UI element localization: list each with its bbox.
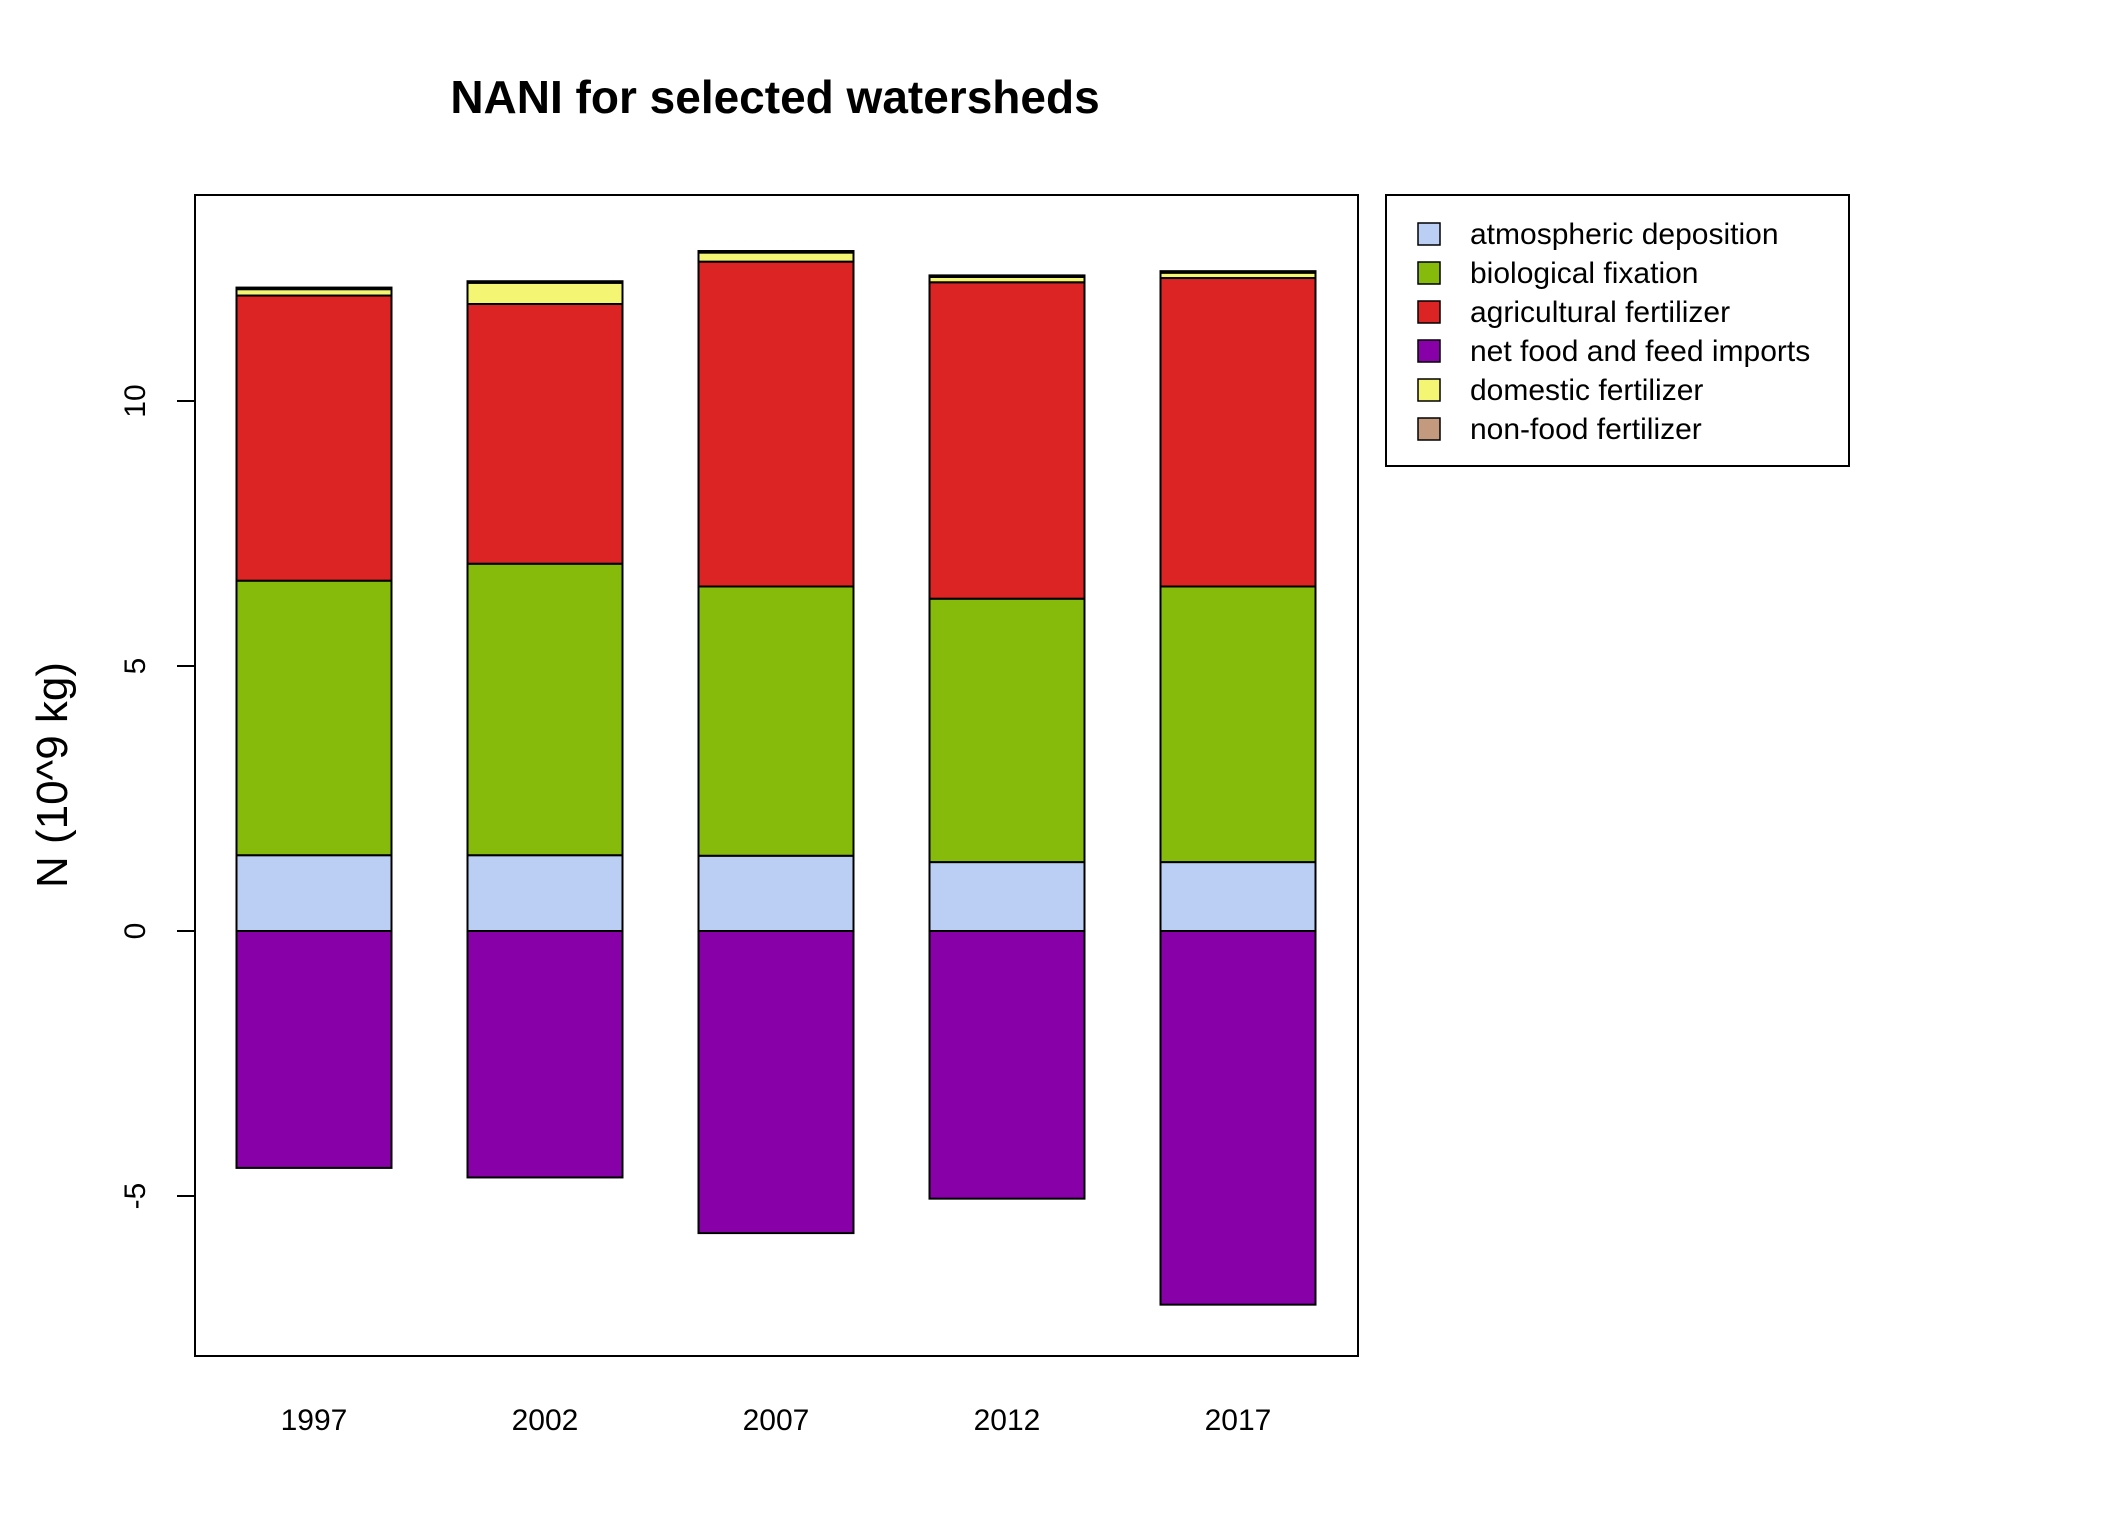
y-axis-label: N (10^9 kg) (28, 662, 77, 888)
bar-1997-atmospheric-deposition (235, 854, 393, 933)
x-tick-label-1997: 1997 (281, 1404, 348, 1437)
legend-label-agricultural-fertilizer: agricultural fertilizer (1470, 296, 1730, 329)
y-tick-label-5: 5 (119, 658, 152, 675)
x-tick-label-2002: 2002 (512, 1404, 579, 1437)
y-tick-label--5: -5 (119, 1183, 152, 1210)
y-axis: -5 0 5 10 (119, 384, 196, 1210)
bar-1997-non-food-fertilizer (235, 286, 393, 291)
x-tick-label-2007: 2007 (743, 1404, 810, 1437)
bar-2002-non-food-fertilizer (466, 280, 624, 284)
bar-2007-biological-fixation (697, 585, 855, 857)
bar-2002-domestic-fertilizer (466, 281, 624, 306)
bar-2007-domestic-fertilizer (697, 251, 855, 263)
bar-2002-net-food-and-feed-imports (466, 930, 624, 1179)
bar-2007-non-food-fertilizer (697, 250, 855, 254)
legend-swatch-biological-fixation (1417, 261, 1441, 285)
bar-2002-agricultural-fertilizer (466, 303, 624, 565)
x-tick-label-2017: 2017 (1205, 1404, 1272, 1437)
legend-label-net-food-and-feed-imports: net food and feed imports (1470, 335, 1810, 368)
legend-swatch-domestic-fertilizer (1417, 378, 1441, 402)
legend-label-atmospheric-deposition: atmospheric deposition (1470, 218, 1779, 251)
bar-2012-atmospheric-deposition (928, 861, 1086, 932)
legend-swatch-non-food-fertilizer (1417, 417, 1441, 441)
x-axis: 1997 2002 2007 2012 2017 (281, 1404, 1272, 1437)
bar-1997-biological-fixation (235, 579, 393, 857)
y-tick-label-10: 10 (119, 384, 152, 417)
bar-2017-biological-fixation (1159, 585, 1317, 864)
legend-label-domestic-fertilizer: domestic fertilizer (1470, 374, 1703, 407)
chart-title: NANI for selected watersheds (450, 71, 1099, 123)
y-tick-label-0: 0 (119, 923, 152, 940)
legend: atmospheric deposition biological fixatio… (1385, 194, 1850, 467)
legend-swatch-atmospheric-deposition (1417, 222, 1441, 246)
bar-2002-atmospheric-deposition (466, 854, 624, 933)
bar-2002-biological-fixation (466, 562, 624, 857)
x-tick-label-2012: 2012 (974, 1404, 1041, 1437)
legend-label-biological-fixation: biological fixation (1470, 257, 1698, 290)
bar-2007-agricultural-fertilizer (697, 260, 855, 588)
bar-2012-net-food-and-feed-imports (928, 930, 1086, 1200)
bar-2012-agricultural-fertilizer (928, 281, 1086, 600)
legend-swatch-net-food-and-feed-imports (1417, 339, 1441, 363)
legend-box (1385, 194, 1850, 467)
bar-2017-non-food-fertilizer (1159, 270, 1317, 274)
bar-1997-net-food-and-feed-imports (235, 930, 393, 1169)
bar-2007-net-food-and-feed-imports (697, 930, 855, 1235)
bar-2012-biological-fixation (928, 597, 1086, 864)
bar-2017-agricultural-fertilizer (1159, 277, 1317, 588)
bar-2007-atmospheric-deposition (697, 854, 855, 932)
bar-2012-non-food-fertilizer (928, 274, 1086, 278)
bar-2017-atmospheric-deposition (1159, 861, 1317, 932)
bar-1997-agricultural-fertilizer (235, 294, 393, 582)
legend-label-non-food-fertilizer: non-food fertilizer (1470, 413, 1702, 446)
bars-group (235, 250, 1317, 1306)
legend-swatch-agricultural-fertilizer (1417, 300, 1441, 324)
bar-2017-net-food-and-feed-imports (1159, 930, 1317, 1306)
